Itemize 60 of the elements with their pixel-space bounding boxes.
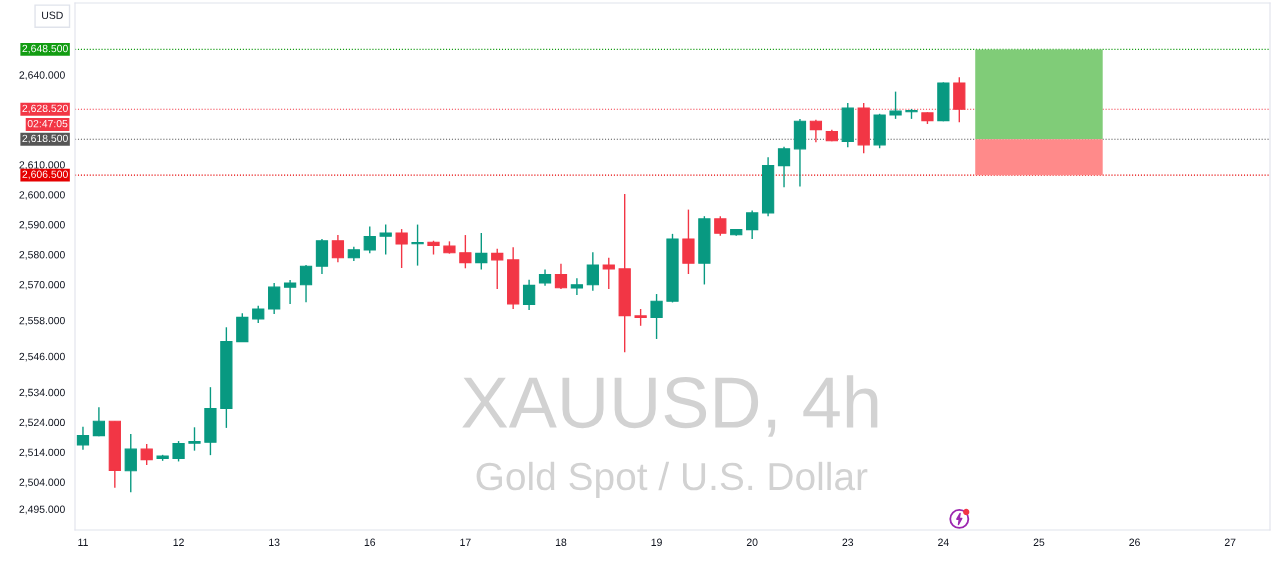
y-tick-label: 2,546.000 xyxy=(19,352,65,362)
ref-line-label: 2,606.500 xyxy=(22,170,68,180)
candlestick xyxy=(491,248,504,290)
candlestick xyxy=(124,433,137,493)
x-tick-label: 17 xyxy=(460,538,471,546)
y-tick-label: 2,580.000 xyxy=(19,251,65,260)
candlestick xyxy=(395,228,408,269)
candlestick xyxy=(602,257,615,290)
candlestick xyxy=(522,278,536,311)
ref-line-label: 2,618.500 xyxy=(22,134,68,144)
text: 02:47:05 xyxy=(27,119,68,128)
candlestick xyxy=(268,282,281,315)
candlestick xyxy=(570,277,584,296)
x-tick-label: 13 xyxy=(269,538,280,546)
y-tick-label: 2,590.000 xyxy=(19,221,65,230)
y-tick-label: 2,640.000 xyxy=(19,71,65,80)
candlestick xyxy=(889,90,902,120)
candlestick xyxy=(586,251,599,292)
candlestick xyxy=(746,209,759,240)
x-tick-label: 25 xyxy=(1033,538,1045,546)
candlestick xyxy=(140,443,153,466)
candlestick xyxy=(92,406,106,437)
y-axis-title: USD xyxy=(42,11,63,19)
x-tick-label: 20 xyxy=(746,538,758,546)
x-tick-label: 11 xyxy=(78,538,88,546)
candlestick xyxy=(188,426,201,452)
y-tick-label: 2,524.000 xyxy=(19,418,65,428)
x-tick-label: 23 xyxy=(842,538,854,546)
candlestick xyxy=(411,223,424,267)
x-tick-label: 18 xyxy=(555,538,567,546)
x-tick-label: 16 xyxy=(364,538,376,546)
ref-line-label: 2,628.520 xyxy=(22,104,68,114)
x-tick-label: 12 xyxy=(173,538,184,546)
candlestick xyxy=(331,234,345,264)
candlestick xyxy=(283,279,297,305)
candlestick xyxy=(809,119,823,143)
y-tick-label: 2,504.000 xyxy=(19,478,65,488)
candlestick xyxy=(172,440,185,463)
y-tick-label: 2,558.000 xyxy=(19,316,65,326)
candlestick xyxy=(459,234,472,269)
y-tick-label: 2,534.000 xyxy=(19,388,65,398)
y-tick-label: 2,514.000 xyxy=(19,448,65,458)
candlestick xyxy=(475,232,488,271)
candlestick xyxy=(379,223,392,256)
x-tick-label: 27 xyxy=(1224,538,1236,546)
candlestick xyxy=(777,146,791,188)
candlestick xyxy=(554,263,568,290)
x-tick-label: 24 xyxy=(938,538,949,546)
candlestick xyxy=(363,225,376,255)
candlestick xyxy=(299,264,313,303)
candlestick xyxy=(714,215,727,237)
y-tick-label: 2,610.000 xyxy=(19,161,65,170)
candlestick xyxy=(76,426,90,451)
x-tick-label: 19 xyxy=(651,538,662,546)
y-tick-label: 2,600.000 xyxy=(19,191,65,200)
y-tick-label: 2,570.000 xyxy=(19,280,65,290)
candlestick xyxy=(650,293,663,340)
y-tick-label: 2,495.000 xyxy=(19,505,65,515)
ref-line-label: 2,648.500 xyxy=(22,44,68,54)
x-tick-label: 26 xyxy=(1129,538,1140,546)
